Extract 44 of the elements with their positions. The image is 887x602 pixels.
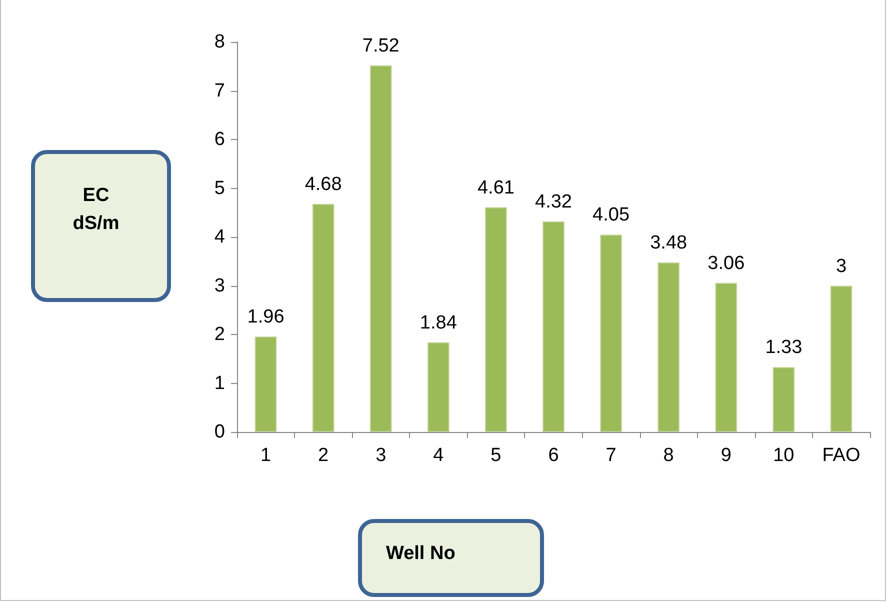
x-tick-label: 7 [606, 445, 616, 466]
data-label: 4.68 [304, 174, 342, 195]
y-tick-label: 8 [214, 32, 225, 52]
x-tick-label: 4 [433, 445, 444, 466]
data-label: 1.84 [420, 312, 458, 334]
x-tick-label: 8 [663, 445, 674, 466]
y-tick-label: 5 [214, 178, 225, 199]
bar [312, 204, 334, 432]
data-label: 1.33 [765, 337, 802, 358]
x-tick-label: 9 [720, 445, 732, 466]
data-label: 4.32 [535, 191, 572, 212]
bar [485, 207, 507, 432]
data-label: 1.96 [247, 306, 284, 328]
x-tick-label: 6 [548, 445, 559, 466]
x-axis-title: Well No [358, 519, 544, 597]
data-label: 4.05 [592, 204, 630, 226]
data-label: 3.48 [650, 232, 688, 254]
data-label: 7.52 [362, 35, 400, 56]
data-label: 3.06 [708, 252, 745, 274]
x-tick-label: FAO [822, 445, 860, 466]
x-tick-label: 10 [773, 445, 794, 466]
y-tick-label: 4 [214, 226, 226, 248]
y-tick-label: 3 [214, 275, 225, 296]
bar [542, 221, 564, 432]
y-tick-label: 2 [214, 324, 225, 345]
x-tick-label: 5 [490, 445, 502, 466]
bar [658, 262, 680, 432]
y-tick-label: 0 [214, 422, 225, 442]
x-tick-label: 3 [376, 445, 386, 466]
bar [830, 286, 852, 432]
y-tick-label: 6 [214, 129, 225, 150]
x-tick-label: 2 [318, 445, 329, 466]
bar [600, 234, 622, 432]
bar [370, 65, 392, 432]
data-label: 4.61 [477, 177, 514, 198]
text: EC dS/m [72, 184, 120, 236]
x-tick-label: 1 [260, 445, 272, 466]
bar [715, 282, 738, 432]
y-tick-label: 1 [214, 372, 225, 394]
data-label: 3 [836, 256, 847, 277]
bar [254, 336, 277, 432]
y-tick-label: 7 [214, 80, 225, 102]
bar [427, 342, 450, 432]
bar [772, 367, 795, 432]
